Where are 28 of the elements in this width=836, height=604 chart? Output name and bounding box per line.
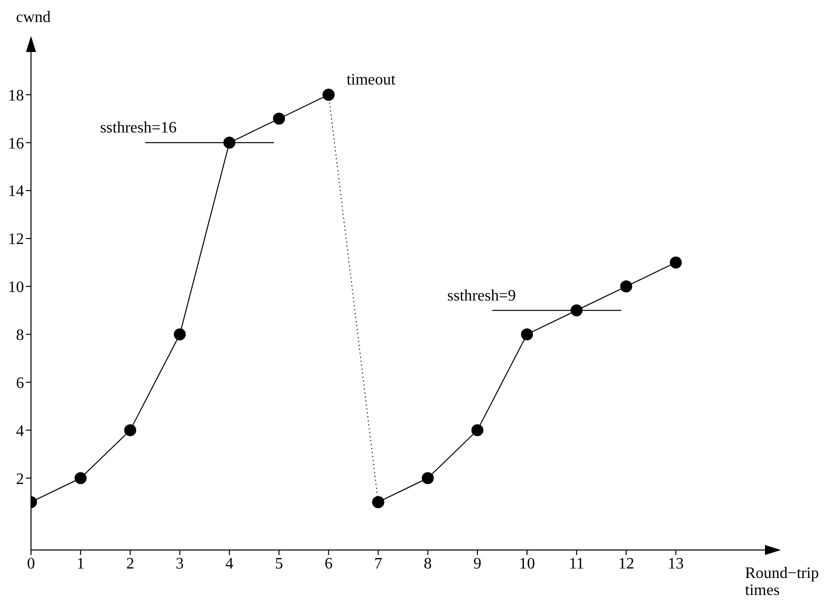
- x-tick-label: 6: [324, 555, 333, 572]
- x-tick-label: 10: [519, 555, 535, 572]
- x-tick-label: 5: [275, 555, 283, 572]
- y-tick-label: 18: [8, 87, 24, 104]
- y-tick-label: 2: [16, 470, 24, 488]
- y-tick-label: 14: [8, 183, 24, 200]
- x-tick-label: 3: [176, 555, 184, 572]
- x-axis-title: Round−trip times: [745, 565, 819, 599]
- annotation: ssthresh=16: [100, 120, 177, 137]
- x-tick-label: 11: [568, 555, 584, 572]
- x-tick-label: 4: [225, 555, 234, 572]
- y-tick-label: 6: [16, 374, 24, 392]
- x-tick-label: 1: [76, 555, 85, 572]
- x-tick-label: 0: [27, 555, 35, 572]
- y-tick-label: 16: [8, 135, 24, 152]
- x-tick-label: 2: [126, 555, 134, 572]
- annotation: timeout: [346, 72, 396, 89]
- annotation: ssthresh=9: [447, 287, 516, 304]
- x-tick-label: 8: [424, 555, 432, 572]
- x-tick-label: 7: [374, 555, 382, 572]
- x-tick-label: 9: [473, 555, 482, 572]
- y-tick-label: 8: [16, 327, 24, 344]
- y-tick-label: 4: [16, 422, 24, 440]
- x-tick-label: 13: [668, 555, 684, 572]
- y-tick-label: 12: [8, 231, 24, 248]
- y-axis-title: cwnd: [16, 9, 51, 26]
- y-tick-label: 10: [8, 279, 24, 296]
- x-tick-label: 12: [618, 555, 634, 572]
